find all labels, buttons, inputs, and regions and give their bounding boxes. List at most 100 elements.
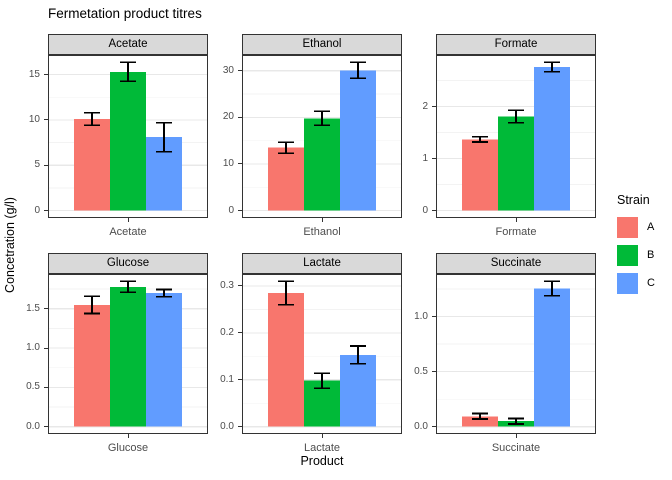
errorbar-acetate-C xyxy=(156,121,172,153)
y-tick-label: 2 xyxy=(422,100,428,112)
errorbar-ethanol-A xyxy=(278,141,294,155)
x-category-label: Succinate xyxy=(491,442,541,454)
y-tick-label: 20 xyxy=(222,111,234,123)
errorbar-formate-B xyxy=(508,109,524,124)
facet-succinate: Succinate 0.0 0.5 1.0 Succinate xyxy=(402,253,596,460)
errorbar-succinate-A xyxy=(472,412,488,420)
x-category-label: Glucose xyxy=(107,442,149,454)
y-tick-label: 1.0 xyxy=(26,342,40,354)
facet-strip-formate: Formate xyxy=(436,34,596,55)
facet-glucose: Glucose 0.0 0.5 1.0 1.5 Glucose xyxy=(14,253,208,460)
legend-item-a: A xyxy=(617,217,670,238)
x-category-label: Acetate xyxy=(109,226,147,238)
bar-acetate-A xyxy=(74,119,110,211)
y-tick-mark xyxy=(432,316,436,318)
y-tick-label: 0.0 xyxy=(26,420,40,432)
y-tick-label: 0.3 xyxy=(220,279,234,291)
facet-panel-lactate xyxy=(242,274,402,434)
y-tick-label: 5 xyxy=(34,159,40,171)
bar-formate-B xyxy=(498,116,534,211)
bar-ethanol-B xyxy=(304,118,340,211)
y-tick-label: 0 xyxy=(422,204,428,216)
y-tick-label: 30 xyxy=(222,64,234,76)
y-tick-mark xyxy=(238,210,242,212)
facet-panel-glucose xyxy=(48,274,208,434)
facet-strip-ethanol: Ethanol xyxy=(242,34,402,55)
y-tick-label: 10 xyxy=(222,157,234,169)
panel-background xyxy=(436,274,596,434)
y-tick-label: 15 xyxy=(28,68,40,80)
bar-lactate-A xyxy=(268,293,304,427)
facet-formate: Formate 0 1 2 Formate xyxy=(402,34,596,244)
panel-border xyxy=(436,55,596,218)
errorbar-glucose-A xyxy=(84,295,100,315)
legend-swatch-a xyxy=(617,217,638,238)
y-tick-label: 0.1 xyxy=(220,373,234,385)
y-tick-mark xyxy=(432,158,436,160)
errorbar-glucose-C xyxy=(156,288,172,298)
errorbar-succinate-B xyxy=(508,417,524,425)
bar-lactate-C xyxy=(340,354,376,427)
bar-ethanol-A xyxy=(268,147,304,211)
facet-strip-acetate: Acetate xyxy=(48,34,208,55)
panel-border xyxy=(242,274,402,434)
y-tick-mark xyxy=(44,164,48,166)
y-tick-mark xyxy=(432,210,436,212)
bar-glucose-A xyxy=(74,304,110,427)
y-tick-mark xyxy=(238,332,242,334)
y-tick-mark xyxy=(238,426,242,428)
y-tick-mark xyxy=(238,379,242,381)
x-tick-mark xyxy=(127,218,129,222)
errorbar-lactate-A xyxy=(278,280,294,306)
legend-label: A xyxy=(647,221,655,233)
facet-panel-succinate xyxy=(436,274,596,434)
legend-item-c: C xyxy=(617,273,670,294)
x-tick-mark xyxy=(127,434,129,438)
bar-succinate-C xyxy=(534,288,570,427)
facet-strip-succinate: Succinate xyxy=(436,253,596,274)
y-tick-mark xyxy=(432,371,436,373)
errorbar-lactate-C xyxy=(350,345,366,365)
y-tick-label: 1.5 xyxy=(26,302,40,314)
panel-border xyxy=(242,55,402,218)
bar-formate-C xyxy=(534,67,570,211)
y-tick-mark xyxy=(238,70,242,72)
y-tick-label: 0 xyxy=(228,204,234,216)
errorbar-succinate-C xyxy=(544,280,560,297)
y-tick-label: 0.0 xyxy=(414,420,428,432)
x-axis-title: Product xyxy=(300,454,344,468)
facet-strip-lactate: Lactate xyxy=(242,253,402,274)
facet-lactate: Lactate 0.0 0.1 0.2 0.3 Lactate xyxy=(208,253,402,460)
panel-border xyxy=(48,55,208,218)
y-tick-mark xyxy=(432,106,436,108)
legend-label: B xyxy=(647,249,655,261)
y-tick-label: 0 xyxy=(34,204,40,216)
legend-swatch-c xyxy=(617,273,638,294)
panel-border xyxy=(436,274,596,434)
x-category-label: Formate xyxy=(495,226,537,238)
y-tick-mark xyxy=(44,347,48,349)
y-tick-mark xyxy=(44,308,48,310)
y-tick-label: 0.5 xyxy=(414,365,428,377)
y-tick-mark xyxy=(44,210,48,212)
x-category-label: Lactate xyxy=(303,442,341,454)
bar-ethanol-C xyxy=(340,70,376,211)
x-category-label: Ethanol xyxy=(303,226,341,238)
errorbar-acetate-A xyxy=(84,111,100,127)
errorbar-formate-A xyxy=(472,135,488,143)
errorbar-acetate-B xyxy=(120,61,136,83)
x-tick-mark xyxy=(321,218,323,222)
legend-title: Strain xyxy=(617,193,650,207)
legend-item-b: B xyxy=(617,245,670,266)
y-tick-label: 0.0 xyxy=(220,420,234,432)
y-tick-mark xyxy=(432,426,436,428)
bar-succinate-A xyxy=(462,416,498,427)
y-tick-mark xyxy=(44,119,48,121)
x-tick-mark xyxy=(515,218,517,222)
bar-formate-A xyxy=(462,139,498,211)
errorbar-ethanol-B xyxy=(314,110,330,127)
errorbar-formate-C xyxy=(544,61,560,73)
bar-glucose-C xyxy=(146,293,182,427)
y-tick-mark xyxy=(44,386,48,388)
